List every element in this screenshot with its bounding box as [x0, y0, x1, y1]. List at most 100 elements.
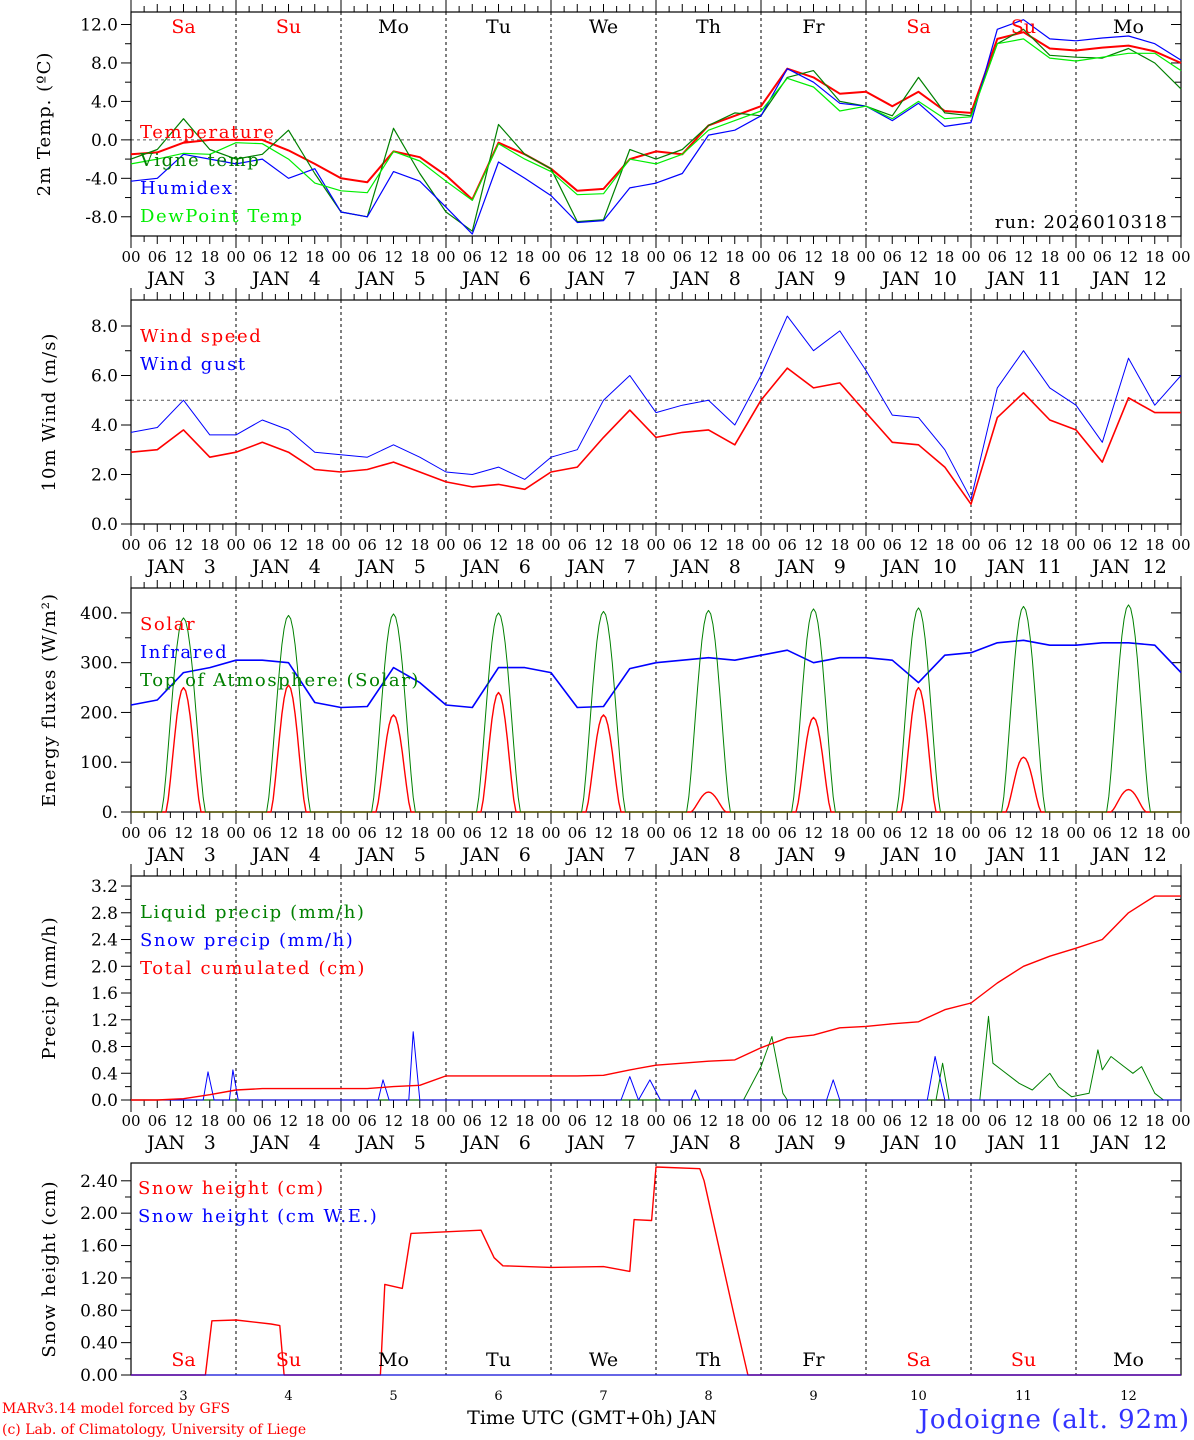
date-label: 9 — [834, 844, 846, 866]
date-label: 12 — [1120, 1389, 1137, 1404]
hour-tick-label: 06 — [883, 536, 902, 554]
hour-tick-label: 12 — [804, 536, 823, 554]
run-label: run: 2026010318 — [995, 212, 1168, 233]
hour-tick-label: 18 — [725, 824, 744, 842]
hour-tick-label: 06 — [1093, 824, 1112, 842]
series-line-humidex — [130, 19, 1182, 235]
date-label: 8 — [729, 556, 741, 578]
date-label: 9 — [834, 556, 846, 578]
month-label: JAN — [775, 844, 815, 866]
hour-tick-label: 18 — [725, 248, 744, 266]
month-label: JAN — [880, 1132, 920, 1154]
series-line-total-cumulated-cm- — [131, 895, 1181, 1101]
y-axis-title: Precip (mm/h) — [39, 916, 60, 1059]
hour-tick-label: 00 — [436, 248, 455, 266]
hour-tick-label: 12 — [279, 248, 298, 266]
hour-tick-label: 12 — [384, 536, 403, 554]
month-label: JAN — [1090, 556, 1130, 578]
hour-tick-label: 00 — [856, 1112, 875, 1130]
date-label: 7 — [624, 556, 636, 578]
weekday-label: Mo — [1113, 16, 1144, 38]
date-label: 10 — [933, 1132, 957, 1154]
weekday-label: Fr — [802, 16, 825, 38]
hour-tick-label: 12 — [699, 1112, 718, 1130]
series-line-wind-speed — [130, 367, 1181, 506]
month-label: JAN — [1090, 844, 1130, 866]
date-label: 4 — [284, 1389, 292, 1404]
month-label: JAN — [565, 268, 605, 290]
month-label: JAN — [355, 844, 395, 866]
y-tick-label: 2.00 — [80, 1204, 118, 1224]
hour-tick-label: 06 — [778, 1112, 797, 1130]
x-axis-title: Time UTC (GMT+0h) JAN — [467, 1407, 717, 1429]
month-label: JAN — [670, 556, 710, 578]
hour-tick-label: 18 — [1040, 1112, 1059, 1130]
weekday-label: Sa — [171, 16, 195, 38]
hour-tick-label: 12 — [174, 248, 193, 266]
hour-tick-label: 06 — [673, 536, 692, 554]
hour-tick-label: 12 — [489, 1112, 508, 1130]
month-label: JAN — [670, 844, 710, 866]
date-label: 9 — [834, 1132, 846, 1154]
legend-entry: Vigne temp — [139, 150, 260, 171]
date-label: 6 — [519, 556, 531, 578]
weekday-label: Sa — [906, 16, 930, 38]
month-label: JAN — [250, 844, 290, 866]
date-label: 5 — [414, 556, 426, 578]
hour-tick-label: 06 — [1093, 536, 1112, 554]
month-label: JAN — [250, 268, 290, 290]
weekday-label: Su — [1011, 1349, 1036, 1371]
hour-tick-label: 12 — [699, 248, 718, 266]
hour-tick-label: 12 — [1014, 1112, 1033, 1130]
legend-entry: Solar — [140, 614, 196, 635]
hour-tick-label: 00 — [436, 1112, 455, 1130]
panel-energy: 00 06 12 18 00 06 12 18 00 06 12 18 00 06 12 18 00 06 12 18… — [39, 576, 1191, 866]
legend-entry: Snow height (cm W.E.) — [138, 1206, 378, 1227]
month-label: JAN — [880, 268, 920, 290]
hour-tick-label: 12 — [174, 1112, 193, 1130]
y-tick-label: 0.40 — [80, 1334, 118, 1354]
legend-entry: Total cumulated (cm) — [140, 958, 366, 979]
hour-tick-label: 12 — [489, 248, 508, 266]
hour-tick-label: 00 — [751, 1112, 770, 1130]
hour-tick-label: 12 — [384, 1112, 403, 1130]
date-label: 3 — [204, 556, 216, 578]
hour-tick-label: 12 — [699, 824, 718, 842]
hour-tick-label: 18 — [620, 1112, 639, 1130]
month-label: JAN — [985, 844, 1025, 866]
month-label: JAN — [565, 844, 605, 866]
month-label: JAN — [565, 556, 605, 578]
date-label: 6 — [519, 844, 531, 866]
hour-tick-label: 00 — [961, 1112, 980, 1130]
month-label: JAN — [460, 844, 500, 866]
date-label: 3 — [179, 1389, 187, 1404]
y-tick-label: 4.0 — [91, 416, 118, 436]
month-label: JAN — [145, 268, 185, 290]
hour-tick-label: 18 — [515, 248, 534, 266]
panel-snow: 3 4 5 6 7 8 9 10 11 12 2.40 2.00 1.60 1.20 0.80 0.40 0.0… — [39, 1162, 1182, 1404]
hour-tick-label: 06 — [883, 248, 902, 266]
y-tick-label: 0.8 — [91, 1038, 118, 1058]
hour-tick-label: 06 — [568, 248, 587, 266]
y-axis-title: Snow height (cm) — [39, 1180, 60, 1357]
weekday-label: Su — [276, 16, 301, 38]
date-label: 3 — [204, 1132, 216, 1154]
date-label: 9 — [834, 268, 846, 290]
hour-tick-label: 18 — [620, 536, 639, 554]
hour-tick-label: 00 — [751, 824, 770, 842]
hour-tick-label: 18 — [1145, 824, 1164, 842]
y-tick-label: 12.0 — [80, 15, 118, 35]
weekday-label: Tu — [486, 1349, 511, 1371]
date-label: 8 — [729, 1132, 741, 1154]
hour-tick-label: 00 — [856, 536, 875, 554]
month-label: JAN — [985, 556, 1025, 578]
hour-tick-label: 06 — [253, 536, 272, 554]
hour-tick-label: 12 — [804, 1112, 823, 1130]
hour-tick-label: 18 — [935, 824, 954, 842]
hour-tick-label: 00 — [856, 824, 875, 842]
month-label: JAN — [985, 1132, 1025, 1154]
hour-tick-label: 00 — [331, 824, 350, 842]
weekday-label: Mo — [378, 1349, 409, 1371]
hour-tick-label: 00 — [646, 248, 665, 266]
credit-lab: (c) Lab. of Climatology, University of L… — [2, 1422, 306, 1438]
